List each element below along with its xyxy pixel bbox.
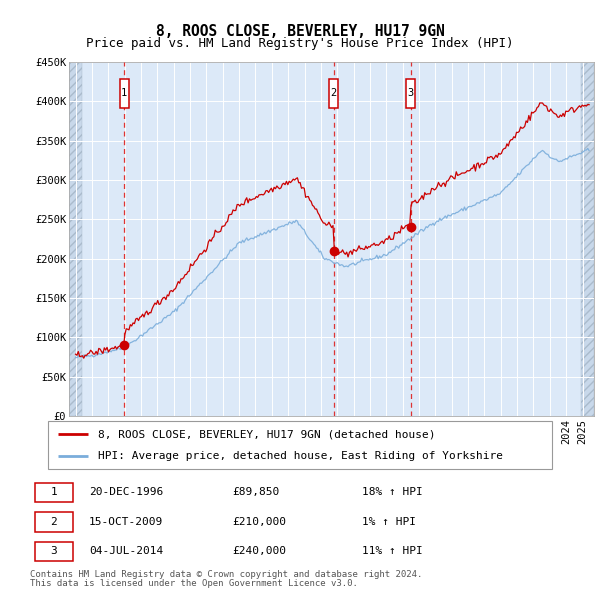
- Text: 3: 3: [407, 88, 414, 99]
- Text: 04-JUL-2014: 04-JUL-2014: [89, 546, 163, 556]
- FancyBboxPatch shape: [35, 542, 73, 561]
- Text: Contains HM Land Registry data © Crown copyright and database right 2024.: Contains HM Land Registry data © Crown c…: [29, 571, 422, 579]
- FancyBboxPatch shape: [406, 79, 415, 107]
- Text: HPI: Average price, detached house, East Riding of Yorkshire: HPI: Average price, detached house, East…: [98, 451, 503, 461]
- Text: £210,000: £210,000: [233, 517, 287, 527]
- Bar: [581, 62, 594, 416]
- Text: 11% ↑ HPI: 11% ↑ HPI: [362, 546, 423, 556]
- Text: £89,850: £89,850: [233, 487, 280, 497]
- Text: 20-DEC-1996: 20-DEC-1996: [89, 487, 163, 497]
- Text: 2: 2: [331, 88, 337, 99]
- Text: 1: 1: [121, 88, 127, 99]
- FancyBboxPatch shape: [35, 512, 73, 532]
- Text: 1: 1: [50, 487, 57, 497]
- FancyBboxPatch shape: [35, 483, 73, 502]
- Text: 2: 2: [50, 517, 57, 527]
- FancyBboxPatch shape: [329, 79, 338, 107]
- Text: 18% ↑ HPI: 18% ↑ HPI: [362, 487, 423, 497]
- FancyBboxPatch shape: [48, 421, 552, 469]
- Bar: [69, 62, 82, 416]
- Text: 3: 3: [50, 546, 57, 556]
- Text: £240,000: £240,000: [233, 546, 287, 556]
- Text: 8, ROOS CLOSE, BEVERLEY, HU17 9GN (detached house): 8, ROOS CLOSE, BEVERLEY, HU17 9GN (detac…: [98, 429, 436, 439]
- Text: 15-OCT-2009: 15-OCT-2009: [89, 517, 163, 527]
- Text: This data is licensed under the Open Government Licence v3.0.: This data is licensed under the Open Gov…: [29, 579, 358, 588]
- Text: Price paid vs. HM Land Registry's House Price Index (HPI): Price paid vs. HM Land Registry's House …: [86, 37, 514, 50]
- FancyBboxPatch shape: [119, 79, 128, 107]
- Text: 1% ↑ HPI: 1% ↑ HPI: [362, 517, 416, 527]
- Text: 8, ROOS CLOSE, BEVERLEY, HU17 9GN: 8, ROOS CLOSE, BEVERLEY, HU17 9GN: [155, 24, 445, 38]
